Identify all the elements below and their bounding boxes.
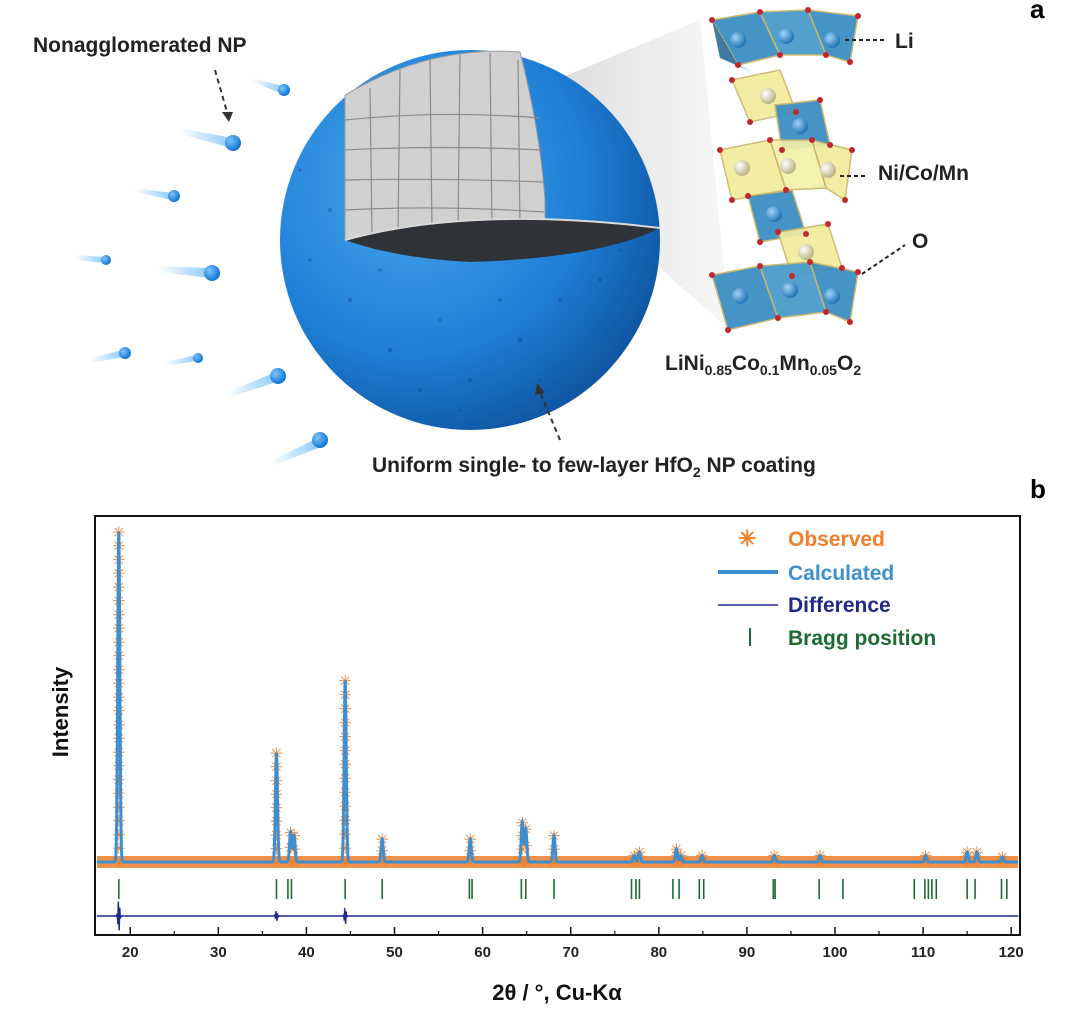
nanoparticle [135,188,180,202]
bragg-positions [117,879,1008,899]
x-tick-label: 40 [298,944,315,961]
x-tick-label: 20 [122,944,139,961]
plot-frame [94,515,1021,936]
grain-boundaries [344,52,545,236]
tm-layer-2 [719,138,853,202]
o-pointer [861,244,906,275]
nanoparticle [180,128,241,151]
legend-difference: Difference [788,594,891,617]
observed-point: ✳ [919,853,932,872]
nonagglomerated-pointer [214,69,228,113]
observed-marker-icon: ✳ [738,526,756,551]
x-axis-title: 2θ / °, Cu-Kα [492,980,622,1005]
nanoparticle [90,347,131,363]
tm-label: Ni/Co/Mn [878,162,969,185]
crystal-structure [709,7,861,333]
sphere-particle [280,50,661,430]
o-label: O [912,230,928,253]
oxygen-atoms [709,7,861,333]
observed-point: ✳ [970,853,983,872]
x-tick-label: 100 [822,944,847,961]
x-tick-label: 80 [650,944,667,961]
nanoparticles [75,78,328,466]
nanoparticle [165,353,203,366]
legend: ✳ Observed Calculated Difference Bragg p… [718,526,936,650]
observed-point: ✳ [112,757,125,776]
observed-point: ✳ [338,797,351,816]
x-tick-label: 50 [386,944,403,961]
x-axis-ticks: 20 30 40 50 60 70 80 90 100 110 120 [122,927,1024,961]
legend-bragg: Bragg position [788,627,936,650]
x-tick-label: 70 [562,944,579,961]
x-tick-label: 110 [911,944,935,961]
observed-point: ✳ [112,770,125,789]
nanoparticle [252,78,290,96]
nanoparticle [158,265,220,281]
nanoparticle [228,368,286,398]
x-tick-label: 90 [739,944,756,961]
x-tick-label: 30 [210,944,227,961]
observed-point: ✳ [996,853,1009,872]
panel-letter-a: a [1030,0,1045,24]
formula-label: LiNi0.85Co0.1Mn0.05O2 [665,352,861,378]
legend-observed: Observed [788,528,885,551]
nanoparticle [75,255,111,265]
x-tick-label: 120 [999,944,1024,961]
observed-point: ✳ [768,853,781,872]
li-layer-top [710,9,859,72]
arrow-head-icon [222,112,233,122]
nonagglomerated-np-label: Nonagglomerated NP [33,34,247,57]
li-layer-bottom [711,261,859,331]
legend-calculated: Calculated [788,562,894,585]
observed-point: ✳ [960,853,973,872]
x-tick-label: 60 [474,944,491,961]
xrd-plot: ✳✳✳✳✳✳✳✳✳✳✳✳✳✳✳✳✳✳✳✳✳✳✳✳✳✳✳✳✳✳✳✳✳✳✳✳✳✳✳✳… [96,523,1019,931]
observed-point: ✳ [695,853,708,872]
coating-label: Uniform single- to few-layer HfO2 NP coa… [372,454,816,480]
panel-letter-b: b [1030,474,1046,504]
observed-point: ✳ [112,743,125,762]
li-label: Li [895,30,914,53]
calculated-line [96,531,1019,864]
difference-line [96,901,1019,931]
observed-point: ✳ [813,853,826,872]
y-axis-title: Intensity [48,666,73,757]
nanoparticle [272,432,328,466]
arrow-head-icon [535,383,545,395]
